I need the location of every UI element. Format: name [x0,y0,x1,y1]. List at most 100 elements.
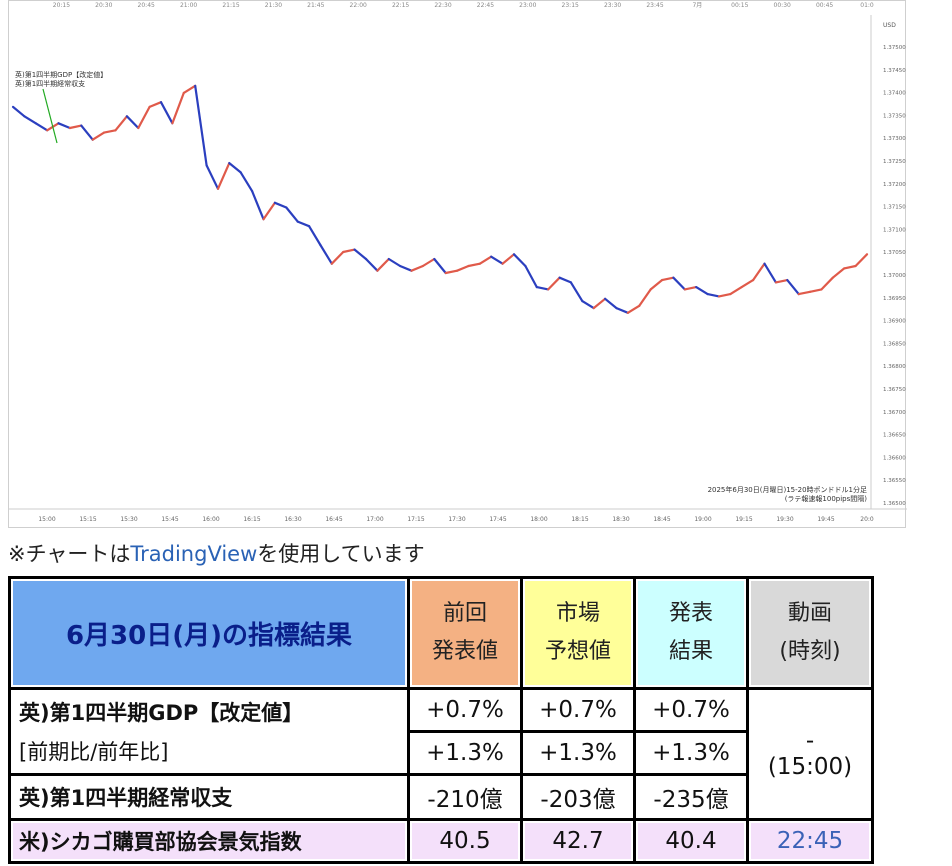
chicago-pmi-time[interactable]: 22:45 [776,828,844,854]
price-segment [695,286,709,296]
y-tick-label: 1.36700 [883,410,906,416]
y-tick-label: 1.37350 [883,113,906,119]
price-segment [364,257,379,272]
price-segment [524,264,538,289]
x-tick-label: 19:30 [776,516,793,523]
x-top-tick-label: 23:30 [604,2,621,9]
x-tick-label: 16:45 [325,516,342,523]
x-tick-label: 16:15 [243,516,260,523]
header-result: 発表 結果 [638,581,744,685]
price-segment [11,105,26,118]
x-top-tick-label: 23:15 [562,2,579,9]
price-segment [114,115,129,132]
x-tick-label: 15:15 [79,516,96,523]
price-chart: USD 1.37500 1.37450 1.37400 1.37350 1.37300 1.… [8,0,907,528]
x-top-tick-label: 22:15 [392,2,409,9]
x-tick-label: 17:45 [489,516,506,523]
price-segment [68,124,83,130]
y-tick-label: 1.36850 [883,341,906,347]
x-top-tick-label: 22:45 [477,2,494,9]
price-segment [569,281,584,303]
price-segment [182,84,197,95]
x-tick-label: 16:00 [202,516,219,523]
price-segment [319,243,333,265]
header-video: 動画 (時刻) [751,581,869,685]
x-top-tick-label: 7月 [692,2,702,9]
price-segment [763,262,778,284]
y-tick-label: 1.36500 [883,501,906,507]
table-title: 6月30日(月)の指標結果 [13,581,405,685]
x-top-tick-label: 23:45 [646,2,663,9]
price-segment [125,115,140,130]
header-video-line1: 動画 [787,601,832,626]
x-top-tick-label: 22:00 [350,2,367,9]
price-segment [456,264,470,272]
price-segment [262,201,276,221]
price-segment [251,190,265,221]
header-result-line1: 発表 [668,601,713,626]
price-segment [57,122,72,130]
gdp-subname: [前期比/前年比] [19,740,169,764]
x-top-tick-label: 20:15 [53,2,70,9]
price-segment [159,101,174,125]
y-tick-label: 1.36800 [883,364,906,370]
price-segment [797,290,812,296]
x-top-tick-label: 21:00 [180,2,197,9]
y-tick-label: 1.36750 [883,387,906,393]
x-top-tick-label: 01:0 [860,2,874,9]
price-segment [102,129,117,134]
chart-info-line1: 2025年6月30日(月曜日)15-20時ポンドドル1分足 [708,485,867,494]
price-segment [433,257,447,275]
price-segment [729,286,743,296]
x-top-tick-label: 21:45 [307,2,324,9]
header-previous: 前回 発表値 [412,581,518,685]
price-segment [592,297,607,310]
price-segment [558,276,573,284]
price-segment [717,293,732,298]
header-forecast: 市場 予想値 [525,581,631,685]
annotation-pointer [42,88,58,144]
table-row: 米)シカゴ購買部協会景気指数 40.5 42.7 40.4 22:45 [8,818,874,864]
table-row: +1.3% +1.3% +1.3% [10,730,873,776]
price-segment [342,248,356,254]
header-previous-line1: 前回 [442,601,487,626]
y-tick-label: 1.36900 [883,319,906,325]
shared-time-value[interactable]: (15:00) [767,754,853,780]
chicago-pmi-time-cell: 22:45 [751,823,869,859]
price-segment [751,262,766,282]
x-tick-label: 18:30 [612,516,629,523]
current-account-name: 英)第1四半期経常収支 [19,786,233,810]
price-segment [421,257,436,268]
price-segment [444,269,459,275]
price-segment [23,115,37,125]
price-segment [820,276,834,291]
price-segment [831,267,846,279]
y-tick-label: 1.37450 [883,68,906,74]
price-segment [547,276,561,291]
price-segment [376,257,390,272]
price-segment [387,257,402,268]
price-segment [843,264,857,270]
header-forecast-line1: 市場 [555,601,600,626]
y-tick-label: 1.37250 [883,159,906,165]
table-header-row: 6月30日(月)の指標結果 前回 発表値 市場予想値 発表 結果 動画 (時刻) [8,576,874,690]
price-segment [774,279,789,284]
caption-prefix: ※チャートは [8,542,131,566]
price-segment [512,253,527,268]
price-segment [660,276,675,282]
x-top-tick-label: 20:30 [95,2,112,9]
y-tick-label: 1.37000 [883,273,906,279]
x-tick-label: 15:30 [120,516,137,523]
price-segment [148,101,163,109]
shared-time-dash: - [805,728,815,754]
price-segment [603,297,618,310]
tradingview-link[interactable]: TradingView [130,542,258,566]
chicago-pmi-prev: 40.5 [412,823,518,859]
price-segment [501,253,516,265]
price-segment [239,171,254,193]
header-forecast-line2: 予想値 [544,639,611,664]
gdp-result-qoq: +0.7% [652,697,730,723]
y-tick-label: 1.37050 [883,250,906,256]
current-account-result: -235億 [653,787,729,813]
y-tick-label: 1.37100 [883,227,906,233]
